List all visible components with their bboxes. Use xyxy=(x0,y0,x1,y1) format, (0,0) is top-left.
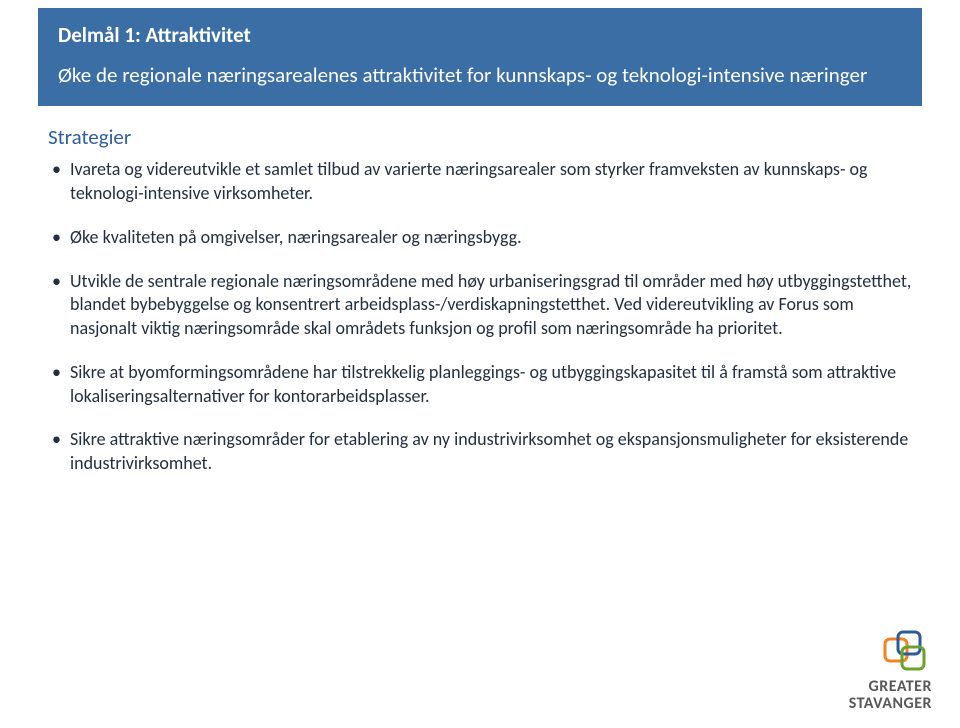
list-item: Utvikle de sentrale regionale næringsomr… xyxy=(48,270,912,341)
logo-text: GREATER STAVANGER xyxy=(849,679,932,712)
logo: GREATER STAVANGER xyxy=(849,629,932,712)
list-item: Sikre attraktive næringsområder for etab… xyxy=(48,428,912,476)
section-label: Strategier xyxy=(48,124,912,150)
list-item: Ivareta og videreutvikle et samlet tilbu… xyxy=(48,158,912,206)
bullet-list: Ivareta og videreutvikle et samlet tilbu… xyxy=(48,158,912,476)
header-box: Delmål 1: Attraktivitet Øke de regionale… xyxy=(38,8,922,106)
list-item: Sikre at byomformingsområdene har tilstr… xyxy=(48,361,912,409)
body-area: Strategier Ivareta og videreutvikle et s… xyxy=(38,106,922,476)
logo-icon xyxy=(880,629,932,675)
slide-title: Delmål 1: Attraktivitet xyxy=(58,22,902,48)
slide: Delmål 1: Attraktivitet Øke de regionale… xyxy=(0,8,960,728)
logo-line2: STAVANGER xyxy=(849,696,932,712)
slide-subtitle: Øke de regionale næringsarealenes attrak… xyxy=(58,62,902,88)
list-item: Øke kvaliteten på omgivelser, næringsare… xyxy=(48,226,912,250)
